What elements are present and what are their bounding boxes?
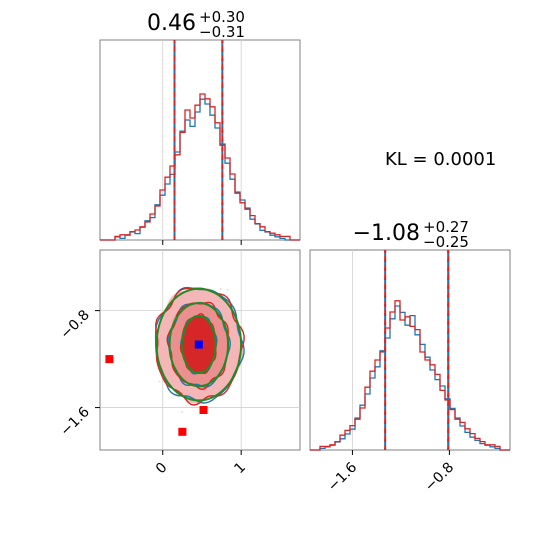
param2-title-value: −1.08 [353,221,420,246]
outlier-marker [105,355,114,364]
panel-param1-histogram [99,39,301,245]
panel-param2-frame [309,249,511,451]
contour-fit-level-2 [168,301,230,388]
param1-title: 0.46 +0.30 −0.31 [147,8,245,41]
joint-markers [105,340,208,436]
panel-param2-histogram [309,249,511,455]
contour-fit-level-1 [155,287,243,402]
param2-x-tick-label: −0.8 [422,460,457,495]
contour-line-series-b-level-1 [155,287,245,406]
panel-joint-contour [95,249,301,455]
param2-title-plus: +0.27 [423,218,469,236]
param2-x-tick-label: −1.6 [325,459,360,494]
scatter-point [181,410,183,413]
joint-x-tick-label: 0 [153,460,171,478]
contour-line-series-b-level-2 [166,301,229,391]
param1-gridlines [162,40,242,240]
param2-gridlines [352,250,450,450]
param2-quantile-lines [384,250,450,450]
param2-hist-series-b [310,300,510,451]
param2-histogram-lines [310,300,510,451]
joint-x-tick-label: 1 [231,460,249,478]
scatter-point [226,289,229,291]
joint-y-tick-label: −1.6 [57,404,92,439]
param1-histogram-lines [100,93,300,241]
truth-marker [194,340,203,349]
param1-title-value: 0.46 [147,11,196,36]
param2-tick-marks [351,450,450,455]
param2-title: −1.08 +0.27 −0.25 [353,218,469,251]
outlier-marker [178,427,187,436]
param1-hist-series-b [100,93,300,241]
scatter-point [207,407,209,410]
param1-title-minus: −0.31 [199,23,245,41]
outlier-marker [199,406,208,414]
param1-title-plus: +0.30 [199,8,245,26]
param2-title-minus: −0.25 [423,233,469,251]
panel-param1-frame [99,39,301,241]
joint-tick-marks [95,310,242,455]
param1-quantile-lines [173,40,224,240]
joint-y-tick-label: −0.8 [57,307,92,342]
scatter-point [158,380,161,383]
contour-fit-level-3 [180,315,217,375]
param1-tick-marks [162,240,242,245]
scatter-point [219,287,222,290]
kl-annotation: KL = 0.0001 [385,149,496,170]
